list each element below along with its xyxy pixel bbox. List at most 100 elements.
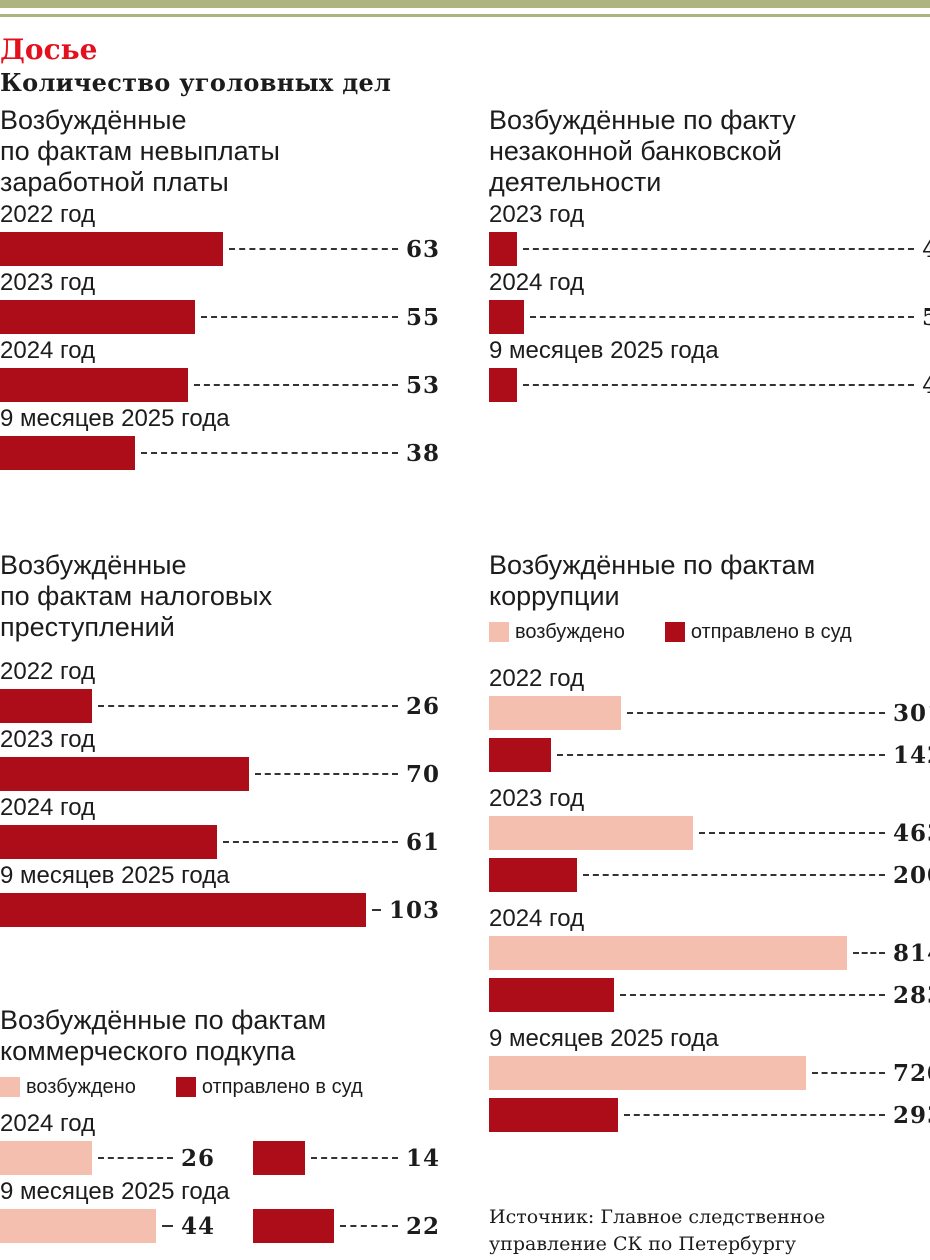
- leader-dots: [853, 952, 885, 954]
- value-label: 142: [892, 741, 930, 769]
- legend-court: отправлено в суд: [664, 620, 852, 644]
- category-label: 2022 год: [0, 201, 96, 228]
- value-label: 53: [405, 371, 440, 399]
- spacer: [489, 1090, 930, 1098]
- chart-illegal-banking: Возбуждённые по факту незаконной банковс…: [489, 105, 930, 402]
- category-label: 2024 год: [0, 337, 96, 364]
- category-label: 9 месяцев 2025 года: [0, 405, 230, 432]
- bar-row: 55: [0, 300, 440, 334]
- legend-swatch: [489, 622, 509, 642]
- bar-row: 301: [489, 696, 930, 730]
- value-label: 22: [405, 1212, 440, 1240]
- leader-dots: [530, 316, 914, 318]
- excited-half: 26: [0, 1141, 215, 1175]
- value-label: 814: [892, 939, 930, 967]
- chart-title: Возбуждённые по фактам налоговых преступ…: [0, 550, 273, 642]
- bar-row: 463: [489, 816, 930, 850]
- leader-dots: [254, 773, 398, 775]
- category-label: 2023 год: [0, 269, 96, 296]
- legend: возбуждено отправлено в суд: [489, 612, 930, 652]
- value-label: 293: [892, 1101, 930, 1129]
- leader-dots: [523, 384, 914, 386]
- legend-label: отправлено в суд: [690, 620, 852, 643]
- category-label: 2023 год: [489, 785, 585, 812]
- value-label: 61: [405, 828, 440, 856]
- bar: [0, 893, 366, 927]
- chart-title: Возбуждённые по фактам невыплаты заработ…: [0, 105, 280, 197]
- leader-dots: [627, 712, 885, 714]
- legend: возбуждено отправлено в суд: [0, 1067, 440, 1107]
- value-label: 200: [892, 861, 930, 889]
- bar: [0, 368, 188, 402]
- bar: [0, 300, 195, 334]
- category-label: 9 месяцев 2025 года: [0, 862, 230, 889]
- bar: [0, 436, 135, 470]
- bar: [489, 858, 577, 892]
- bar-row: 38: [0, 436, 440, 470]
- value-label: 63: [405, 235, 440, 263]
- bar: [253, 1209, 335, 1243]
- value-label: 4: [922, 372, 930, 399]
- bar: [489, 232, 517, 266]
- bar: [0, 757, 249, 791]
- bar-row: 293: [489, 1098, 930, 1132]
- leader-dots: [371, 909, 381, 911]
- chart-wage-arrears: Возбуждённые по фактам невыплаты заработ…: [0, 105, 440, 470]
- bar: [489, 696, 622, 730]
- chart-title: Возбуждённые по фактам коммерческого под…: [0, 1005, 327, 1066]
- bar-row: 63: [0, 232, 440, 266]
- category-label: 2024 год: [489, 269, 585, 296]
- bar-row: 61: [0, 825, 440, 859]
- category-label: 2023 год: [489, 201, 585, 228]
- bar-row: 200: [489, 858, 930, 892]
- chart-commercial-bribery: Возбуждённые по фактам коммерческого под…: [0, 1005, 440, 1243]
- bar: [0, 1209, 156, 1243]
- category-group: 9 месяцев 2025 года 720 293: [489, 1022, 930, 1132]
- leader-dots: [340, 1225, 398, 1227]
- leader-dots: [161, 1225, 173, 1227]
- chart-title: Возбуждённые по фактам коррупции: [489, 550, 816, 611]
- category-group: 2024 год 814 283: [489, 902, 930, 1012]
- leader-dots: [98, 705, 398, 707]
- chart-corruption: Возбуждённые по фактам коррупции возбужде…: [489, 550, 930, 1132]
- leader-dots: [623, 1114, 885, 1116]
- legend-label: возбуждено: [515, 620, 625, 643]
- category-label: 2024 год: [0, 1110, 96, 1137]
- category-label: 9 месяцев 2025 года: [489, 337, 719, 364]
- bar: [489, 978, 614, 1012]
- category-label: 2024 год: [489, 905, 585, 932]
- source-note: Источник: Главное следственное управлени…: [489, 1206, 826, 1255]
- spacer: [489, 730, 930, 738]
- category-group: 2022 год 301 142: [489, 662, 930, 772]
- spacer: [489, 850, 930, 858]
- headline: Количество уголовных дел: [0, 68, 392, 97]
- leader-dots: [557, 754, 885, 756]
- court-half: 22: [253, 1209, 440, 1243]
- bar-row: 814: [489, 936, 930, 970]
- chart-tax-crimes: Возбуждённые по фактам налоговых преступ…: [0, 550, 440, 927]
- value-label: 26: [180, 1144, 215, 1172]
- bar-row: 26 14: [0, 1141, 440, 1175]
- value-label: 103: [388, 896, 440, 924]
- bar-row: 4: [489, 368, 930, 402]
- category-label: 9 месяцев 2025 года: [0, 1178, 230, 1205]
- legend-excited: возбуждено: [489, 621, 625, 644]
- value-label: 44: [180, 1212, 215, 1240]
- legend-label: возбуждено: [26, 1075, 136, 1098]
- value-label: 38: [405, 439, 440, 467]
- bar: [489, 936, 848, 970]
- bar-row: 5: [489, 300, 930, 334]
- bar-row: 4: [489, 232, 930, 266]
- bar: [489, 816, 693, 850]
- value-label: 5: [922, 304, 930, 331]
- category-label: 2022 год: [489, 665, 585, 692]
- value-label: 283: [892, 981, 930, 1009]
- bar: [253, 1141, 305, 1175]
- leader-dots: [698, 832, 885, 834]
- leader-dots: [229, 248, 398, 250]
- value-label: 463: [892, 819, 930, 847]
- leader-dots: [523, 248, 914, 250]
- category-label: 2022 год: [0, 658, 96, 685]
- value-label: 26: [405, 692, 440, 720]
- value-label: 55: [405, 303, 440, 331]
